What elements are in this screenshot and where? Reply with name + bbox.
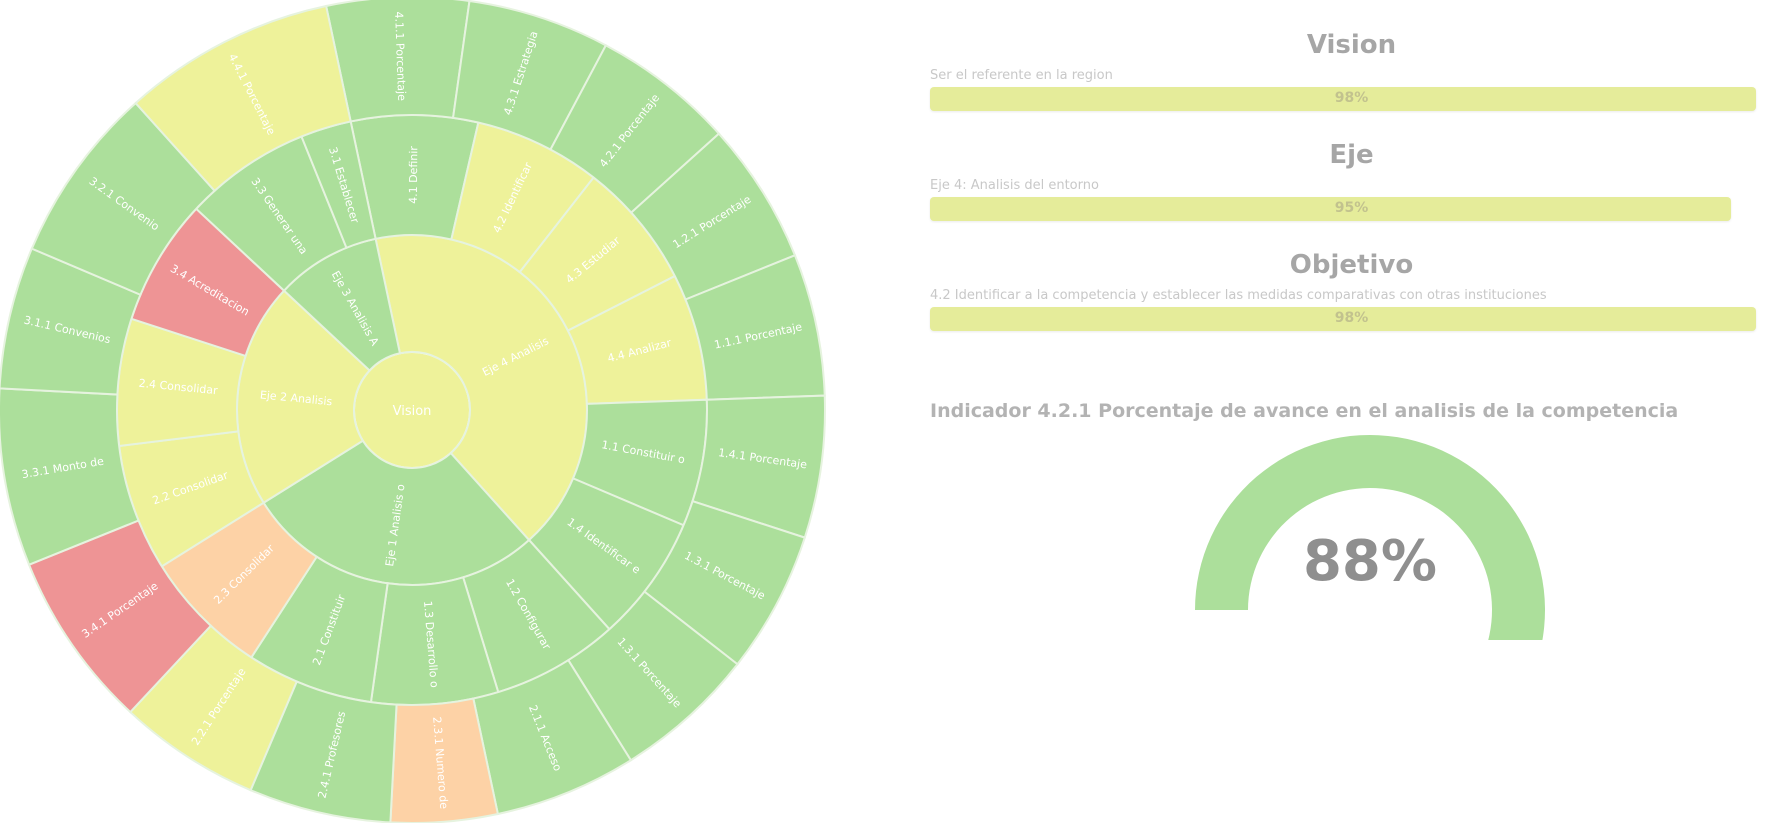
eje-subtitle: Eje 4: Analisis del entorno: [930, 178, 1099, 193]
indicator-title: Indicador 4.2.1 Porcentaje de avance en …: [930, 400, 1679, 422]
objetivo-progress-bar: 98%: [930, 307, 1773, 331]
eje-progress-bar: 95%: [930, 197, 1773, 221]
eje-section: Eje Eje 4: Analisis del entorno 95%: [930, 140, 1773, 221]
vision-title: Vision: [1306, 30, 1397, 60]
sunburst-root-label: Vision: [393, 404, 432, 419]
objetivo-subtitle: 4.2 Identificar a la competencia y estab…: [930, 288, 1547, 303]
sunburst-label-l3-0: 4.1.1 Porcentaje: [392, 11, 408, 101]
gauge-value-label: 88%: [1303, 529, 1437, 594]
sunburst-label-l2-0: 4.1 Definir: [407, 146, 421, 204]
vision-progress-bar: 98%: [930, 87, 1773, 111]
objetivo-title: Objetivo: [1289, 250, 1414, 280]
vision-subtitle: Ser el referente en la region: [930, 68, 1113, 83]
vision-progress-label: 98%: [1334, 90, 1369, 106]
vision-progress-fill: [930, 87, 1757, 111]
eje-progress-label: 95%: [1334, 200, 1369, 216]
sunburst-segment-l3-16[interactable]: [134, 4, 352, 193]
objetivo-progress-label: 98%: [1334, 310, 1369, 326]
gauge-arc: [1195, 435, 1545, 640]
objetivo-progress-fill: [930, 307, 1757, 331]
sunburst-segment-l3-13[interactable]: [0, 387, 140, 567]
eje-progress-fill: [930, 197, 1731, 221]
gauge-chart: 88%: [1195, 435, 1545, 640]
eje-title: Eje: [1329, 140, 1374, 170]
vision-section: Vision Ser el referente en la region 98%: [930, 30, 1773, 111]
objetivo-section: Objetivo 4.2 Identificar a la competenci…: [930, 250, 1773, 331]
